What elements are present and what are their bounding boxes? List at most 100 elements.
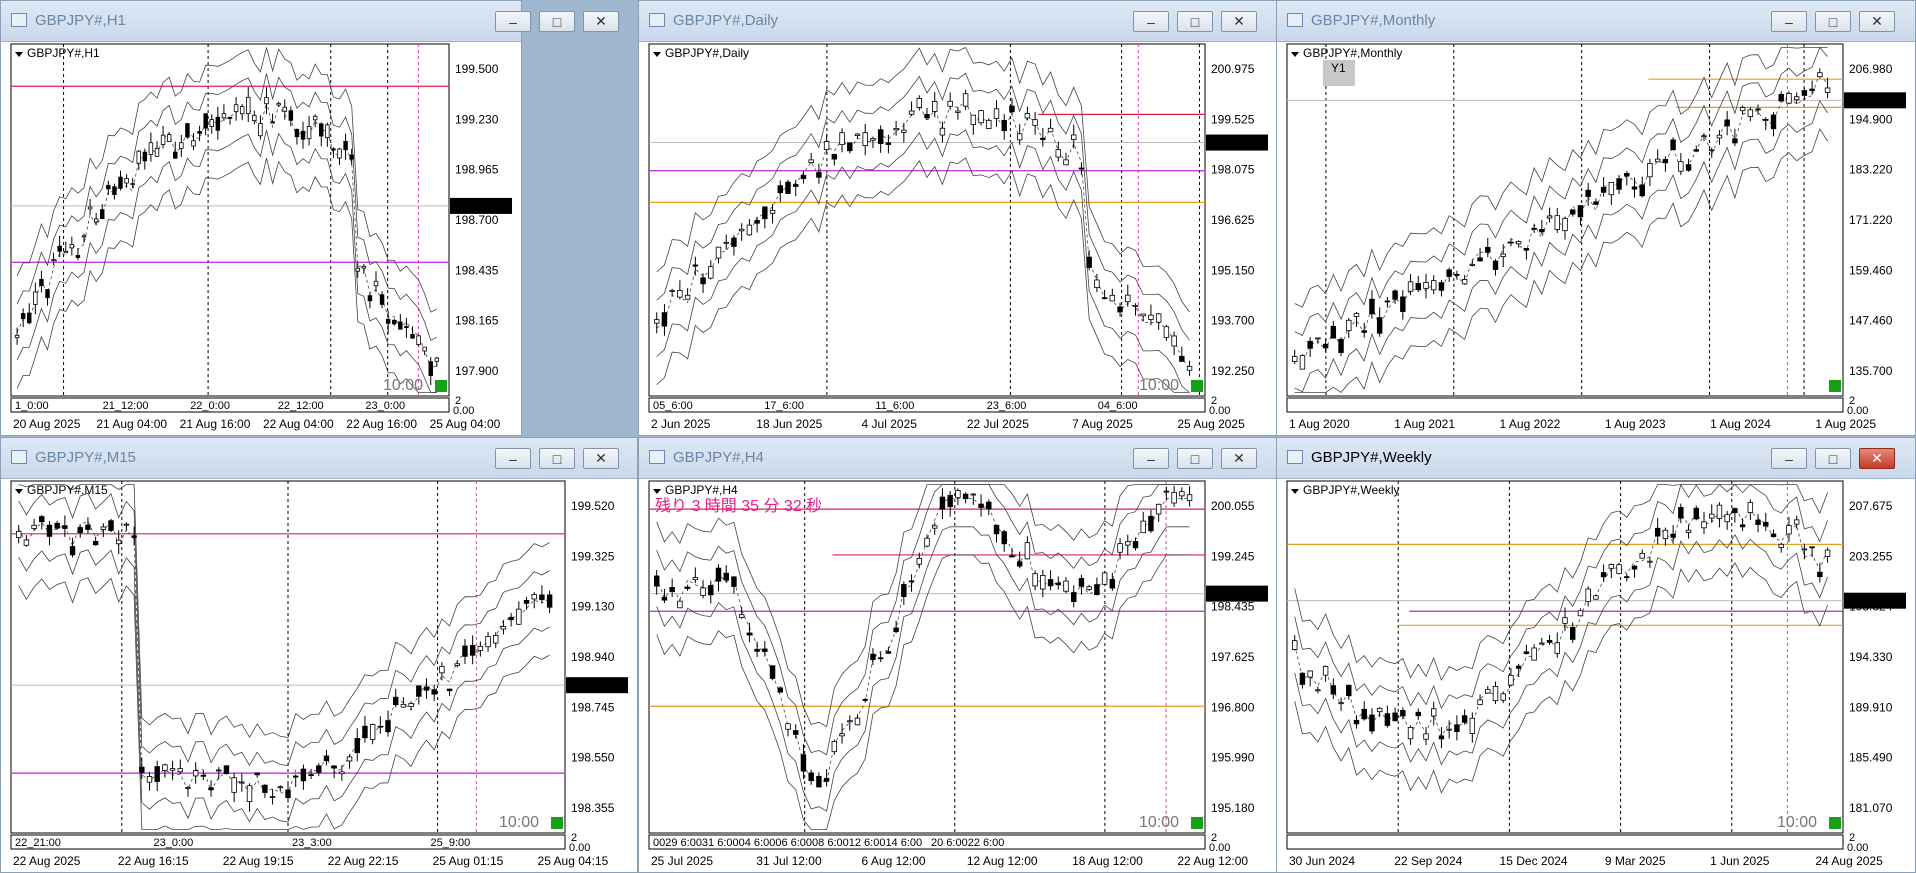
candle [1009, 547, 1015, 558]
candle [508, 613, 514, 627]
candle [227, 116, 233, 125]
close-button[interactable]: ✕ [583, 11, 619, 32]
chart-area[interactable]: GBPJPY#,Monthly Y1 206.980 194.900 183.220 17… [1277, 42, 1915, 435]
chart-menu-icon[interactable] [1291, 52, 1299, 57]
chart-window-monthly[interactable]: GBPJPY#,Monthly – □ ✕ GBPJPY#,Monthly Y1 2… [1276, 0, 1916, 436]
chart-area[interactable]: GBPJPY#,H1 199.500 199.230 198.965 198.700 19… [1, 42, 521, 435]
maximize-button[interactable]: □ [1815, 11, 1851, 32]
candle [169, 760, 176, 781]
title-bar[interactable]: GBPJPY#,H4 – □ ✕ [639, 438, 1277, 479]
minimize-button[interactable]: – [1133, 11, 1169, 32]
candle [1485, 238, 1491, 258]
sub-window[interactable] [648, 834, 1206, 850]
chart-menu-icon[interactable] [15, 52, 23, 57]
candle [1739, 518, 1746, 532]
candle [955, 488, 961, 506]
chart-area[interactable]: GBPJPY#,Weekly 207.675 203.255 198.824 194.3… [1277, 479, 1915, 872]
minimize-button[interactable]: – [495, 11, 531, 32]
price-axis-label: 207.675 [1849, 499, 1893, 513]
chart-window-h1[interactable]: GBPJPY#,H1 – □ ✕ GBPJPY#,H1 199.500 199.23… [0, 0, 619, 436]
maximize-button[interactable]: □ [1815, 448, 1851, 469]
candle [1032, 570, 1038, 591]
title-bar[interactable]: GBPJPY#,M15 – □ ✕ [1, 438, 637, 479]
window-title: GBPJPY#,H1 [35, 12, 126, 29]
candle [1338, 697, 1344, 711]
current-price-label: 198.824 [571, 678, 615, 692]
close-button[interactable]: ✕ [1221, 448, 1257, 469]
sub-window[interactable] [1286, 397, 1844, 413]
close-button[interactable]: ✕ [1859, 11, 1895, 32]
price-chart[interactable]: GBPJPY#,Weekly 207.675 203.255 198.824 194.3… [1277, 479, 1913, 871]
candle [993, 524, 1000, 543]
sub-window[interactable] [648, 397, 1206, 413]
time-axis-label: 25 Aug 2025 [1177, 417, 1245, 431]
chart-menu-icon[interactable] [653, 52, 661, 57]
candle [684, 288, 691, 300]
maximize-button[interactable]: □ [539, 11, 575, 32]
candle [1670, 525, 1676, 544]
candle [410, 326, 415, 339]
minimize-button[interactable]: – [1133, 448, 1169, 469]
sub-window[interactable] [10, 397, 450, 413]
candle [209, 114, 214, 134]
chart-menu-icon[interactable] [1291, 489, 1299, 494]
candle [1786, 91, 1792, 105]
title-bar[interactable]: GBPJPY#,Monthly – □ ✕ [1277, 1, 1915, 42]
candle [738, 223, 745, 241]
close-button[interactable]: ✕ [1859, 448, 1895, 469]
minimize-button[interactable]: – [495, 448, 531, 469]
candle [800, 171, 807, 184]
candle [92, 536, 99, 546]
period-badge[interactable] [1323, 60, 1355, 86]
candle [1163, 486, 1170, 501]
sub-window[interactable] [10, 834, 566, 850]
chart-menu-icon[interactable] [653, 489, 661, 494]
chart-area[interactable]: GBPJPY#,Daily 200.975 199.525 198.075 196.62… [639, 42, 1277, 435]
maximize-button[interactable]: □ [539, 448, 575, 469]
price-chart[interactable]: GBPJPY#,H1199.500199.230198.965198.70019… [1, 42, 519, 434]
price-chart[interactable]: GBPJPY#,M15 199.520 199.325 199.130 198.940 1… [1, 479, 635, 871]
candle [1186, 360, 1193, 376]
chart-area[interactable]: GBPJPY#,M15 199.520 199.325 199.130 198.940 1… [1, 479, 637, 872]
candle [1616, 562, 1622, 575]
minimize-button[interactable]: – [1771, 11, 1807, 32]
candle [1654, 149, 1661, 163]
time-axis-label: 1 Aug 2021 [1394, 417, 1455, 431]
price-axis-label: 199.525 [1211, 112, 1255, 126]
close-button[interactable]: ✕ [1221, 11, 1257, 32]
candle [300, 121, 306, 149]
price-chart[interactable]: GBPJPY#,Daily 200.975 199.525 198.075 196.62… [639, 42, 1275, 434]
close-button[interactable]: ✕ [583, 448, 619, 469]
candle [439, 662, 445, 681]
candle [1001, 529, 1007, 552]
time-axis-label: 25 Aug 04:00 [430, 417, 501, 431]
candle [1047, 118, 1054, 133]
sub-window[interactable] [1286, 834, 1844, 850]
candle [69, 537, 76, 558]
candle [1431, 701, 1437, 726]
chart-area[interactable]: GBPJPY#,H4 残り 3 時間 35 分 32 秒 200.055 199.24… [639, 479, 1277, 872]
bar-countdown-text: 10:00 [1777, 814, 1817, 831]
title-bar[interactable]: GBPJPY#,Weekly – □ ✕ [1277, 438, 1915, 479]
chart-menu-icon[interactable] [15, 489, 23, 494]
candle [1292, 349, 1298, 365]
chart-window-daily[interactable]: GBPJPY#,Daily – □ ✕ GBPJPY#,Daily 200.975… [638, 0, 1278, 436]
candle [962, 492, 969, 504]
maximize-button[interactable]: □ [1177, 448, 1213, 469]
title-bar[interactable]: GBPJPY#,Daily – □ ✕ [639, 1, 1277, 42]
price-axis-label: 195.180 [1211, 801, 1255, 815]
candle [270, 113, 275, 124]
time-axis-label: 6 Aug 12:00 [862, 854, 926, 868]
candle [404, 318, 409, 338]
chart-window-h4[interactable]: GBPJPY#,H4 – □ ✕ GBPJPY#,H4 残り 3 時間 35 分 … [638, 437, 1278, 873]
candle [1148, 509, 1154, 533]
maximize-button[interactable]: □ [1177, 11, 1213, 32]
title-bar[interactable]: GBPJPY#,H1 – □ ✕ [1, 1, 619, 42]
candle [1117, 302, 1123, 317]
chart-window-m15[interactable]: GBPJPY#,M15 – □ ✕ GBPJPY#,M15 199.520 199.… [0, 437, 638, 873]
indicator-box [1191, 817, 1203, 829]
chart-window-weekly[interactable]: GBPJPY#,Weekly – □ ✕ GBPJPY#,Weekly 207.6… [1276, 437, 1916, 873]
minimize-button[interactable]: – [1771, 448, 1807, 469]
